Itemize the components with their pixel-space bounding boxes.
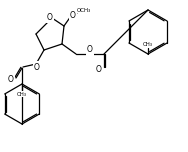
- Text: O: O: [47, 12, 53, 21]
- Text: OCH₃: OCH₃: [77, 7, 91, 12]
- Text: O: O: [8, 76, 14, 85]
- Text: CH₃: CH₃: [17, 92, 27, 97]
- Text: O: O: [34, 62, 40, 71]
- Text: CH₃: CH₃: [143, 41, 153, 47]
- Text: O: O: [96, 66, 102, 74]
- Text: O: O: [70, 10, 76, 19]
- Text: O: O: [87, 45, 93, 55]
